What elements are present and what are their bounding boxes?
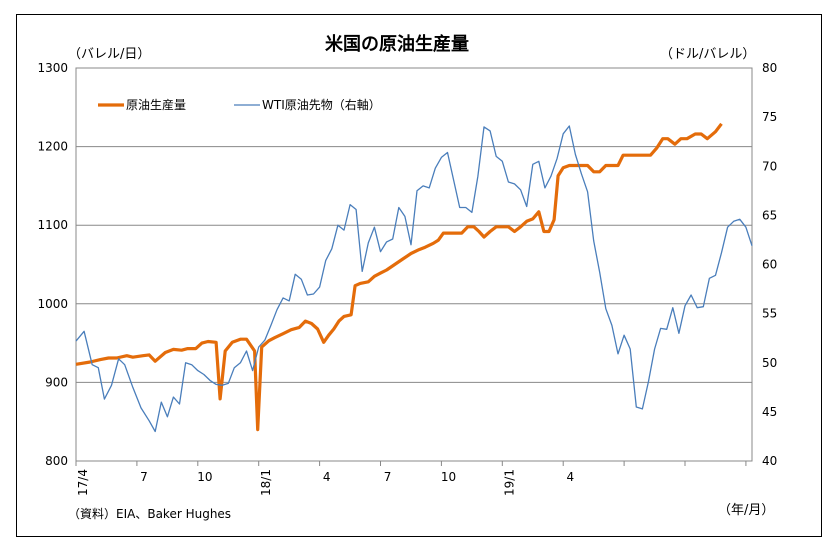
chart-frame	[16, 14, 822, 537]
legend-label: 原油生産量	[126, 97, 186, 112]
x-axis-tick-label: 10	[441, 470, 456, 484]
right-axis-tick-label: 80	[762, 61, 777, 75]
series-line-wti	[75, 125, 753, 433]
plot-area: 800 900 1000 1100 1200 1300 40 45 50 55 60 65 70 75 80…	[37, 61, 777, 496]
x-axis-tick-label: 4	[323, 470, 331, 484]
chart-title: 米国の原油生産量	[325, 33, 469, 55]
left-axis-tick-label: 800	[45, 454, 68, 468]
left-axis-tick-label: 900	[45, 375, 68, 389]
source-note: （資料）EIA、Baker Hughes	[68, 507, 231, 521]
right-axis-tick-label: 70	[762, 159, 777, 173]
x-axis-tick-label: 17/4	[76, 469, 90, 496]
right-axis-tick-label: 40	[762, 454, 777, 468]
x-axis-tick-label: 7	[140, 470, 148, 484]
right-axis-tick-label: 55	[762, 307, 777, 321]
legend-label: WTI原油先物（右軸）	[262, 97, 381, 112]
x-axis-tick-label: 19/1	[502, 469, 516, 496]
series-line-production	[75, 122, 723, 432]
left-axis-tick-label: 1300	[37, 61, 68, 75]
right-axis-tick-label: 75	[762, 110, 777, 124]
left-axis-tick-label: 1200	[37, 140, 68, 154]
right-axis-tick-label: 65	[762, 208, 777, 222]
plot-border	[75, 67, 753, 462]
x-axis-tick-label: 10	[197, 470, 212, 484]
left-axis-tick-label: 1000	[37, 297, 68, 311]
right-axis-tick-label: 60	[762, 258, 777, 272]
x-axis-unit: （年/月）	[718, 503, 774, 518]
right-axis-tick-label: 45	[762, 405, 777, 419]
x-axis-tick-label: 7	[384, 470, 392, 484]
left-axis-unit: （バレル/日）	[68, 47, 150, 62]
x-axis-tick-label: 4	[566, 470, 574, 484]
right-axis-unit: （ドル/バレル）	[660, 47, 755, 62]
right-axis-tick-label: 50	[762, 356, 777, 370]
x-axis-tick-label: 18/1	[259, 469, 273, 496]
left-axis-tick-label: 1100	[37, 218, 68, 232]
